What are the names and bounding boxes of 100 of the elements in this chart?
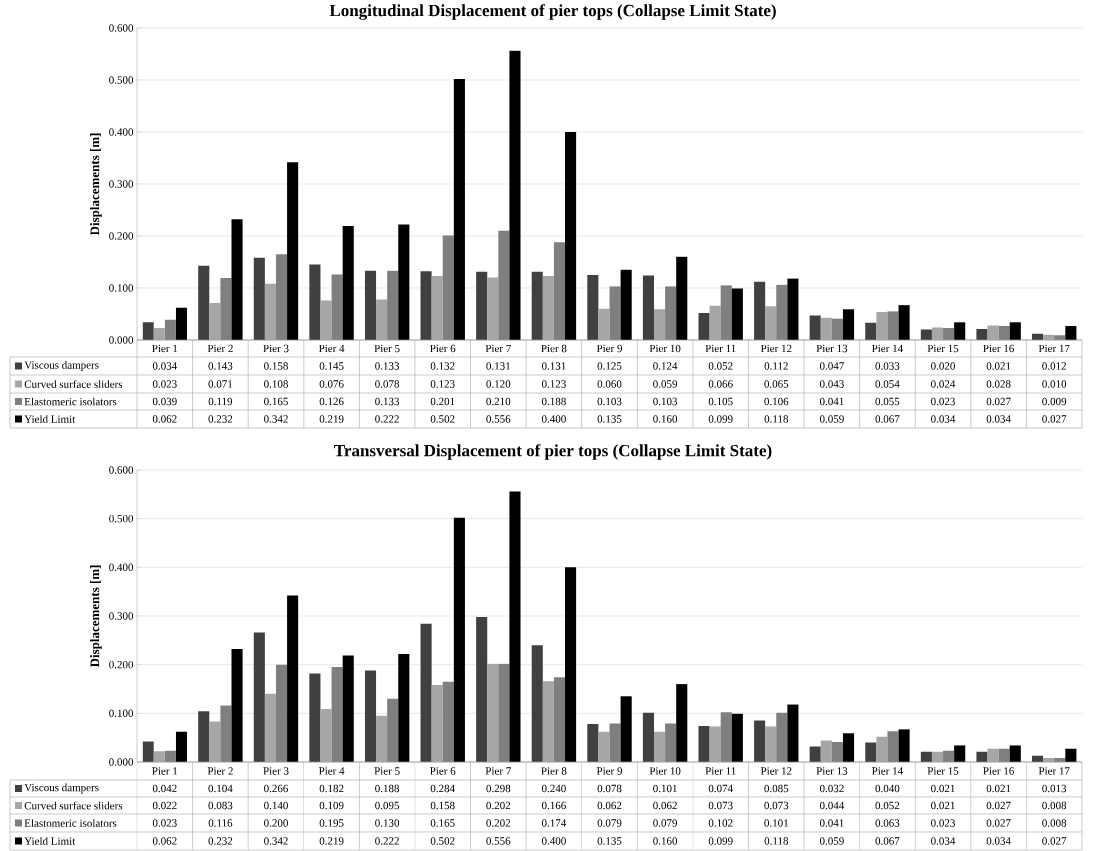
data-label: 0.118 <box>764 837 789 845</box>
bar <box>364 670 377 762</box>
data-label: 0.143 <box>208 362 233 370</box>
bar <box>220 278 232 340</box>
x-tick-label: Pier 13 <box>816 767 848 775</box>
bar <box>275 664 288 762</box>
bar <box>698 312 710 340</box>
data-label: 0.099 <box>708 415 733 423</box>
x-tick-label: Pier 10 <box>649 344 681 353</box>
data-label: 0.195 <box>319 819 344 827</box>
bar <box>842 733 855 762</box>
data-label: 0.083 <box>208 801 233 810</box>
bar <box>787 278 799 340</box>
y-tick-label: 0.500 <box>109 514 134 523</box>
data-label: 0.043 <box>819 380 844 388</box>
data-label: 0.059 <box>819 415 844 423</box>
bar <box>954 745 966 762</box>
bar <box>831 318 843 340</box>
data-label: 0.066 <box>708 380 733 388</box>
data-label: 0.099 <box>708 837 733 845</box>
data-label: 0.052 <box>875 801 900 810</box>
data-label: 0.028 <box>986 380 1011 388</box>
data-label: 0.182 <box>319 784 344 793</box>
data-label: 0.023 <box>931 819 955 827</box>
data-label: 0.041 <box>819 397 844 406</box>
y-tick-label: 0.000 <box>109 758 134 766</box>
y-tick-label: 0.100 <box>109 709 134 718</box>
bar <box>453 517 465 762</box>
bar <box>420 271 432 340</box>
data-label: 0.105 <box>708 397 733 406</box>
data-label: 0.135 <box>597 415 622 423</box>
data-label: 0.023 <box>931 397 955 406</box>
data-label: 0.039 <box>152 397 177 406</box>
data-label: 0.342 <box>264 415 288 423</box>
bar <box>198 711 210 762</box>
data-label: 0.188 <box>375 784 400 793</box>
bar <box>342 226 354 340</box>
data-label: 0.502 <box>430 837 455 845</box>
bar <box>831 742 843 762</box>
data-label: 0.067 <box>875 415 900 423</box>
data-label: 0.055 <box>875 397 900 406</box>
y-axis-title: Displacements [m] <box>90 133 102 236</box>
data-label: 0.008 <box>1042 801 1067 810</box>
bar <box>275 254 288 340</box>
data-label: 0.023 <box>152 380 177 388</box>
data-label: 0.034 <box>152 362 178 370</box>
bar <box>731 288 743 340</box>
x-tick-label: Pier 17 <box>1038 344 1070 353</box>
data-label: 0.062 <box>152 415 177 423</box>
bar <box>887 311 899 340</box>
data-label: 0.106 <box>764 397 789 406</box>
bar <box>142 322 154 340</box>
y-tick-label: 0.500 <box>109 76 134 84</box>
data-label: 0.052 <box>708 362 733 370</box>
bar <box>998 748 1010 762</box>
data-label: 0.078 <box>375 380 400 388</box>
data-label: 0.222 <box>375 415 399 423</box>
data-label: 0.059 <box>653 380 678 388</box>
bar <box>198 265 210 340</box>
data-label: 0.240 <box>541 784 566 793</box>
data-label: 0.071 <box>208 380 233 388</box>
data-label: 0.062 <box>597 801 622 810</box>
bar <box>776 284 788 340</box>
y-tick-label: 0.000 <box>109 336 134 344</box>
chart-title: Longitudinal Displacement of pier tops (Collapse Limit State) <box>329 4 776 20</box>
data-label: 0.020 <box>931 362 955 370</box>
bar <box>253 632 265 762</box>
data-label: 0.123 <box>541 380 566 388</box>
x-tick-label: Pier 15 <box>927 344 959 353</box>
data-label: 0.024 <box>931 380 956 388</box>
x-tick-label: Pier 4 <box>318 767 345 775</box>
data-label: 0.219 <box>319 415 344 423</box>
bar <box>1065 325 1077 340</box>
data-label: 0.013 <box>1042 784 1067 793</box>
bar <box>809 746 821 762</box>
data-label: 0.160 <box>653 415 678 423</box>
bar <box>1065 748 1077 762</box>
bar <box>553 242 566 340</box>
bar <box>842 309 855 340</box>
bar <box>998 325 1010 340</box>
bar <box>565 567 577 762</box>
x-tick-label: Pier 9 <box>596 344 623 353</box>
bar <box>509 491 521 762</box>
data-label: 0.059 <box>819 837 844 845</box>
bar <box>809 315 821 340</box>
data-label: 0.165 <box>264 397 288 406</box>
data-label: 0.041 <box>819 819 844 827</box>
data-label: 0.108 <box>264 380 288 388</box>
data-label: 0.073 <box>764 801 789 810</box>
x-tick-label: Pier 14 <box>871 767 903 775</box>
x-tick-label: Pier 8 <box>541 767 567 775</box>
data-label: 0.210 <box>486 397 511 406</box>
data-label: 0.034 <box>986 415 1011 423</box>
bar <box>442 235 454 340</box>
data-label: 0.400 <box>541 837 566 845</box>
data-label: 0.060 <box>597 380 622 388</box>
bar <box>398 224 410 340</box>
bar <box>531 645 543 762</box>
y-tick-label: 0.400 <box>109 563 134 572</box>
bar <box>620 269 632 340</box>
